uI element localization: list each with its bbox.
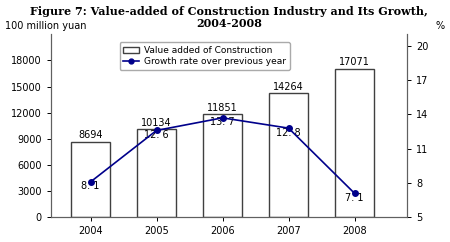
Text: 13. 7: 13. 7 (210, 117, 235, 127)
Bar (137, 129, 176, 217)
Text: 12. 6: 12. 6 (144, 130, 169, 140)
Text: 11851: 11851 (207, 103, 238, 113)
Text: 10134: 10134 (141, 118, 172, 128)
Text: 8. 1: 8. 1 (81, 181, 100, 191)
Legend: Value added of Construction, Growth rate over previous year: Value added of Construction, Growth rate… (120, 43, 289, 70)
Text: 12. 8: 12. 8 (276, 128, 301, 137)
Text: %: % (436, 21, 445, 31)
Text: 100 million yuan: 100 million yuan (4, 21, 86, 31)
Bar (71, 142, 110, 217)
Text: 8694: 8694 (78, 130, 103, 140)
Bar (269, 93, 308, 217)
Bar (203, 114, 243, 217)
Title: Figure 7: Value-added of Construction Industry and Its Growth,
2004-2008: Figure 7: Value-added of Construction In… (30, 6, 428, 29)
Text: 17071: 17071 (339, 57, 370, 67)
Bar (335, 68, 374, 217)
Text: 7. 1: 7. 1 (345, 193, 364, 203)
Text: 14264: 14264 (273, 82, 304, 92)
